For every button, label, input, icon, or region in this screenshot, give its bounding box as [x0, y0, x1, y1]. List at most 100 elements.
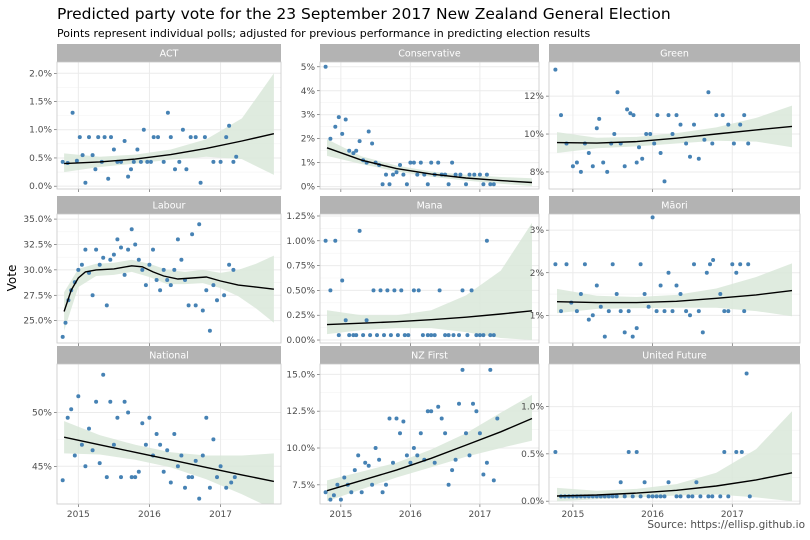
y-tick-label: 2%	[530, 269, 545, 279]
poll-point	[224, 135, 229, 140]
poll-point	[111, 442, 116, 447]
poll-point	[323, 238, 328, 243]
poll-point	[215, 298, 219, 303]
poll-point	[394, 170, 399, 175]
poll-point	[364, 318, 369, 323]
poll-point	[731, 141, 736, 146]
poll-point	[384, 172, 388, 177]
poll-point	[625, 107, 630, 112]
poll-point	[432, 460, 437, 465]
poll-point	[87, 426, 91, 431]
poll-point	[464, 182, 468, 187]
poll-point	[129, 475, 134, 480]
poll-point	[718, 292, 723, 296]
poll-point	[79, 442, 84, 447]
poll-point	[175, 464, 180, 469]
panel-border	[319, 213, 540, 344]
poll-point	[429, 409, 434, 414]
panel-border	[548, 213, 801, 344]
poll-point	[700, 330, 705, 335]
poll-point	[644, 132, 649, 136]
y-tick-label: 1.5%	[29, 98, 52, 108]
poll-point	[79, 262, 84, 267]
poll-point	[136, 257, 141, 262]
poll-point	[481, 472, 486, 477]
poll-point	[622, 164, 627, 169]
poll-point	[122, 399, 127, 404]
poll-point	[218, 159, 223, 164]
y-tick-label: 1.0%	[29, 126, 52, 136]
facet-green: Green 8% 10% 12%	[524, 44, 801, 192]
poll-point	[666, 270, 671, 275]
poll-point	[654, 494, 659, 499]
x-tick-label: 2016	[138, 510, 161, 520]
poll-point	[590, 313, 595, 318]
poll-point	[696, 156, 701, 161]
poll-point	[642, 292, 647, 296]
poll-point	[738, 262, 743, 267]
poll-point	[161, 267, 166, 272]
poll-point	[460, 367, 465, 372]
poll-point	[354, 333, 359, 338]
poll-point	[158, 288, 163, 293]
poll-point	[622, 330, 627, 335]
poll-point	[101, 255, 106, 260]
panel-data	[553, 67, 793, 184]
poll-point	[368, 333, 373, 338]
facet-act: ACT 0.0% 0.5% 1.0% 1.5% 2.0%	[29, 44, 282, 192]
poll-point	[662, 309, 667, 314]
panel-data	[553, 215, 793, 339]
poll-point	[662, 179, 667, 184]
poll-point	[378, 288, 383, 293]
poll-point	[336, 115, 341, 120]
poll-point	[129, 167, 133, 172]
poll-point	[76, 394, 81, 399]
poll-point	[425, 182, 430, 187]
x-tick-label: 2015	[67, 510, 90, 520]
poll-point	[97, 461, 102, 466]
y-tick-label: 0.5%	[29, 154, 52, 164]
poll-point	[474, 333, 479, 338]
poll-point	[658, 494, 663, 499]
poll-point	[83, 247, 88, 252]
trend-line	[326, 417, 533, 492]
poll-point	[143, 283, 148, 288]
poll-point	[678, 122, 683, 127]
poll-point	[333, 124, 338, 129]
poll-point	[650, 494, 655, 499]
poll-point	[488, 333, 493, 338]
y-tick-label: 1.0%	[521, 403, 544, 413]
poll-point	[436, 404, 441, 409]
poll-point	[429, 160, 434, 165]
poll-point	[436, 160, 441, 165]
poll-point	[477, 333, 482, 338]
poll-point	[74, 158, 79, 163]
poll-point	[391, 172, 395, 177]
poll-point	[168, 135, 173, 140]
poll-point	[343, 117, 348, 122]
poll-point	[158, 442, 163, 447]
poll-point	[694, 480, 699, 485]
poll-point	[720, 113, 725, 118]
poll-point	[739, 450, 744, 454]
poll-point	[692, 262, 696, 267]
poll-point	[190, 475, 195, 480]
poll-point	[197, 222, 202, 227]
poll-point	[77, 135, 82, 140]
poll-point	[602, 494, 607, 499]
poll-point	[394, 416, 399, 421]
poll-point	[335, 482, 340, 487]
poll-point	[119, 245, 123, 250]
poll-point	[207, 485, 212, 490]
poll-point	[140, 267, 145, 272]
facet-strip-label: Labour	[153, 201, 186, 212]
y-tick-label: 10.0%	[286, 444, 315, 454]
facet-strip-label: Māori	[661, 201, 687, 212]
poll-point	[398, 431, 402, 436]
poll-point	[615, 90, 620, 95]
poll-point	[443, 333, 448, 338]
poll-point	[477, 431, 482, 436]
trend-line	[63, 436, 275, 483]
poll-point	[227, 123, 232, 128]
poll-point	[119, 475, 123, 480]
